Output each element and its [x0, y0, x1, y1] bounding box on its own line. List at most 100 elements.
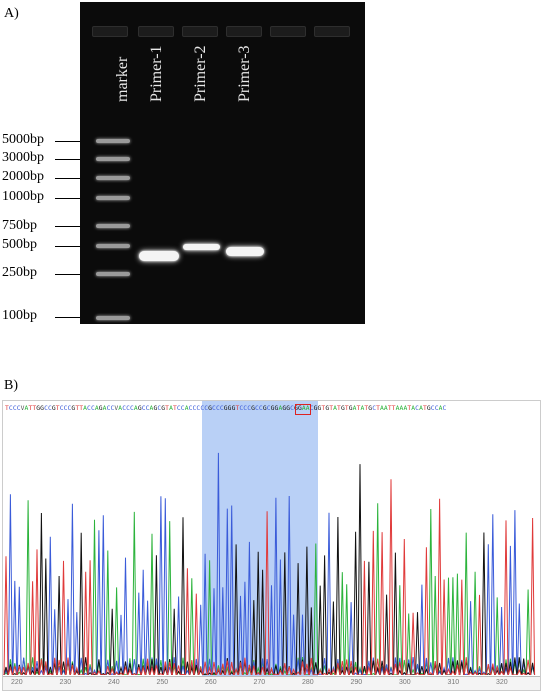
- gel-well: [270, 26, 306, 37]
- base-letter: C: [200, 405, 205, 412]
- base-letter: T: [32, 405, 37, 412]
- ladder-band: [96, 176, 130, 180]
- base-letter: A: [301, 405, 306, 412]
- size-tick: [55, 246, 81, 247]
- lane-label-primer-3: Primer-3: [236, 45, 253, 102]
- size-label-5000: 5000bp: [2, 132, 44, 147]
- base-letter: C: [145, 405, 150, 412]
- axis-number: 250: [156, 679, 169, 686]
- lane-label-marker: marker: [114, 56, 131, 102]
- base-letter: C: [243, 405, 248, 412]
- base-letter: C: [63, 405, 68, 412]
- base-sequence: TCCCVATTGGCCGTCCCGTTACCAGACCVACCCAGCCAGC…: [5, 405, 446, 412]
- base-letter: A: [411, 405, 416, 412]
- size-tick: [55, 317, 81, 318]
- base-letter: C: [8, 405, 13, 412]
- base-letter: A: [395, 405, 400, 412]
- base-letter: A: [352, 405, 357, 412]
- base-letter: A: [278, 405, 283, 412]
- base-letter: C: [87, 405, 91, 412]
- axis-number: 230: [59, 679, 72, 686]
- base-letter: T: [337, 405, 341, 412]
- base-letter: C: [247, 405, 252, 412]
- gel-well: [226, 26, 262, 37]
- panel-a-label: A): [4, 6, 19, 21]
- base-letter: G: [270, 405, 275, 412]
- base-letter: G: [274, 405, 279, 412]
- band-primer-1: [139, 251, 179, 261]
- size-tick: [55, 178, 81, 179]
- ladder-band: [96, 244, 130, 248]
- axis-number: 300: [399, 679, 411, 686]
- base-letter: C: [196, 405, 201, 412]
- axis-number: 320: [496, 679, 508, 686]
- base-letter: C: [239, 405, 244, 412]
- base-letter: G: [161, 405, 166, 412]
- base-letter: A: [133, 405, 138, 412]
- base-letter: G: [71, 405, 76, 412]
- base-letter: C: [188, 405, 193, 412]
- size-tick: [55, 141, 81, 142]
- base-letter: C: [204, 405, 209, 412]
- base-letter: C: [110, 405, 115, 412]
- ladder-band: [96, 139, 130, 143]
- base-letter: C: [67, 405, 72, 412]
- base-letter: G: [340, 405, 345, 412]
- size-tick: [55, 274, 81, 275]
- base-letter: G: [426, 405, 431, 412]
- gel-well: [314, 26, 350, 37]
- panel-b-label: B): [4, 378, 18, 393]
- base-letter: C: [309, 405, 314, 412]
- base-letter: T: [356, 405, 361, 412]
- base-letter: C: [212, 405, 216, 412]
- trace-plot: [3, 452, 536, 675]
- axis-number: 310: [447, 679, 460, 686]
- ladder-band: [96, 272, 130, 276]
- gel-image: marker Primer-1 Primer-2 Primer-3: [80, 2, 365, 324]
- base-letter: C: [442, 405, 447, 412]
- ladder-band: [96, 157, 130, 161]
- size-label-1000: 1000bp: [2, 189, 44, 204]
- base-letter: C: [372, 405, 377, 412]
- base-letter: C: [219, 405, 224, 412]
- axis-number: 290: [350, 679, 363, 686]
- base-letter: G: [368, 405, 373, 412]
- base-letter: G: [297, 405, 302, 412]
- axis-number: 270: [253, 679, 266, 686]
- base-letter: A: [83, 405, 88, 412]
- gel-well: [182, 26, 218, 37]
- axis-number: 260: [205, 679, 217, 686]
- base-letter: T: [79, 405, 84, 412]
- base-letter: T: [321, 405, 326, 412]
- base-letter: G: [153, 405, 158, 412]
- base-letter: G: [317, 405, 322, 412]
- base-letter: C: [141, 405, 146, 412]
- base-letter: G: [325, 405, 330, 412]
- size-tick: [55, 198, 81, 199]
- base-letter: G: [231, 405, 236, 412]
- base-letter: T: [5, 405, 9, 412]
- base-letter: T: [407, 405, 412, 412]
- ladder-band: [96, 196, 130, 200]
- base-letter: T: [172, 405, 177, 412]
- base-letter: G: [313, 405, 318, 412]
- base-letter: C: [290, 405, 295, 412]
- base-letter: C: [430, 405, 435, 412]
- base-letter: G: [251, 405, 255, 412]
- ladder-band: [96, 316, 130, 320]
- base-letter: V: [20, 405, 25, 412]
- base-letter: G: [227, 405, 232, 412]
- band-primer-2: [183, 244, 220, 250]
- base-letter: T: [28, 405, 33, 412]
- base-letter: A: [24, 405, 29, 412]
- base-letter: G: [36, 405, 41, 412]
- position-axis: 220230240250260270280290300310320330: [3, 676, 540, 690]
- base-letter: A: [118, 405, 123, 412]
- base-letter: T: [376, 405, 380, 412]
- base-letter: T: [387, 405, 392, 412]
- base-letter: T: [422, 405, 427, 412]
- base-letter: C: [266, 405, 271, 412]
- gel-well: [92, 26, 128, 37]
- base-letter: V: [114, 405, 119, 412]
- base-letter: A: [399, 405, 404, 412]
